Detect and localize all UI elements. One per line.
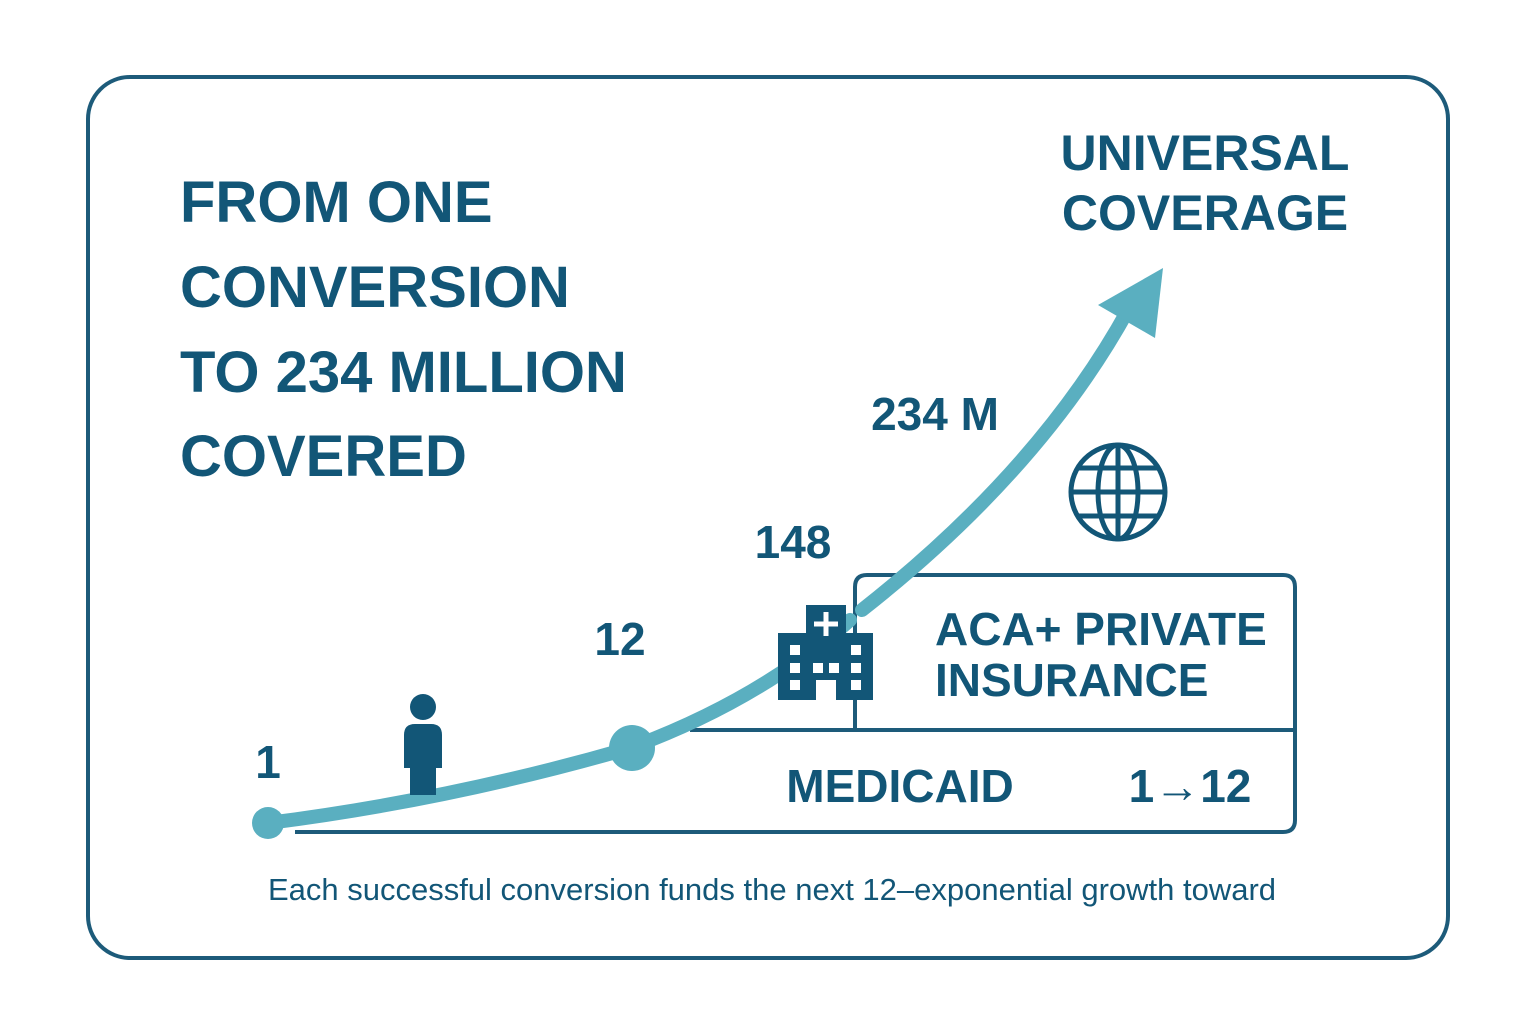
tier-label: MEDICAID: [786, 760, 1013, 812]
arrow-head: [1098, 268, 1163, 338]
milestone-label: 234 M: [871, 388, 999, 440]
milestone-label: 148: [755, 516, 832, 568]
title-line: FROM ONE: [180, 170, 493, 235]
goal-line: UNIVERSAL: [1061, 125, 1350, 181]
hospital-icon: [778, 605, 873, 700]
footer: Each successful conversion funds the nex…: [268, 872, 1276, 907]
growth-curve: [855, 303, 1135, 617]
title: FROM ONE CONVERSION TO 234 MILLION COVER…: [180, 170, 627, 489]
milestone-dot: [609, 725, 655, 771]
title-line: TO 234 MILLION: [180, 340, 627, 405]
title-line: COVERED: [180, 424, 467, 489]
goal: UNIVERSAL COVERAGE: [1061, 125, 1350, 241]
tier-box: [295, 573, 1297, 834]
milestone-label: 12: [594, 613, 645, 665]
milestones: 1 12 148 234 M: [255, 388, 999, 788]
person-icon: [404, 694, 442, 795]
tier-label: INSURANCE: [935, 654, 1208, 706]
globe-icon: [1068, 442, 1168, 542]
tier-label: ACA+ PRIVATE: [935, 603, 1267, 655]
title-line: CONVERSION: [180, 255, 570, 320]
tier-ratio: 1→12: [1129, 760, 1252, 812]
milestone-label: 1: [255, 736, 281, 788]
goal-line: COVERAGE: [1062, 185, 1348, 241]
milestone-dot: [252, 807, 284, 839]
